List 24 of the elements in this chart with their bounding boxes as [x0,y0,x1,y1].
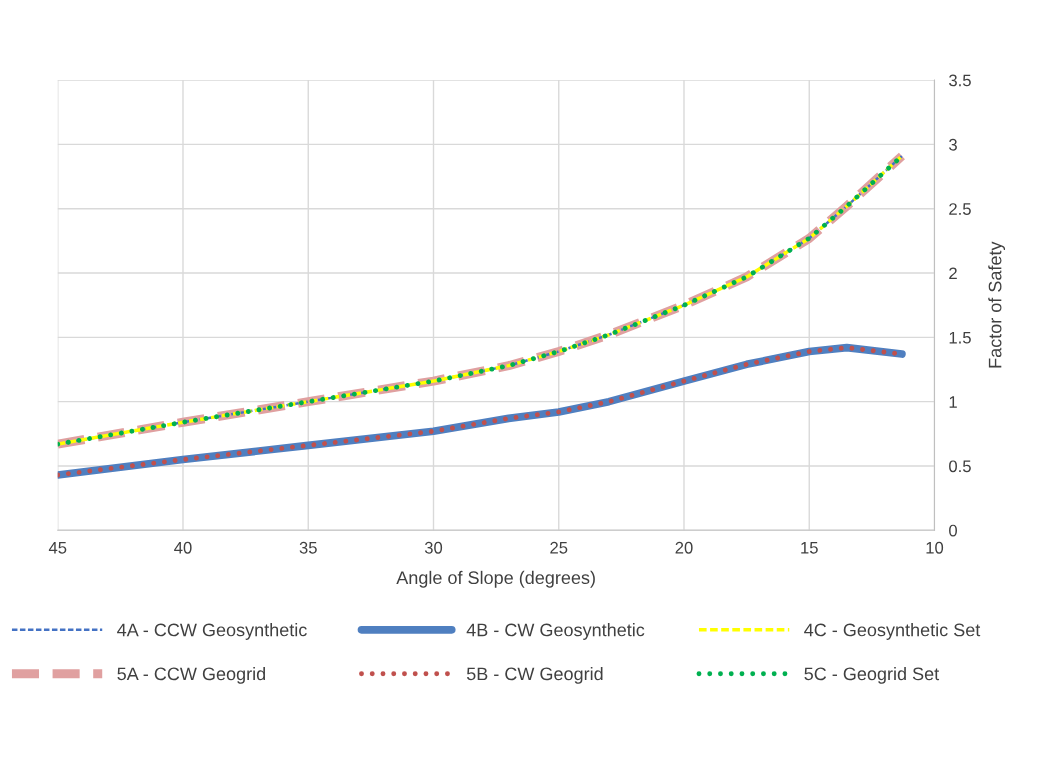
x-tick-label: 35 [299,541,317,554]
y-tick-label: 1 [949,396,957,408]
x-tick-label: 30 [424,541,443,554]
x-tick-label: 20 [675,541,693,554]
legend-label: 4A - CCW Geosynthetic [117,623,307,640]
y-tick-label: 0.5 [949,460,971,473]
y-tick-label: 2.5 [949,203,971,215]
legend-label: 5B - CW Geogrid [466,666,603,684]
y-tick-label: 3.5 [949,74,971,87]
x-tick-label: 40 [174,541,192,554]
x-tick-label: 15 [801,542,818,554]
y-tick-label: 0 [949,524,958,537]
x-tick-label: 10 [926,541,944,554]
legend-label: 5A - CCW Geogrid [117,666,266,684]
y-tick-label: 2 [949,267,957,280]
legend-label: 4C - Geosynthetic Set [804,623,981,640]
legend-label: 5C - Geogrid Set [804,666,940,684]
x-axis-title: Angle of Slope (degrees) [396,570,595,588]
y-axis-title: Factor of Safety [988,241,1006,368]
y-tick-label: 1.5 [949,331,971,344]
x-tick-label: 45 [48,542,67,554]
y-tick-label: 3 [949,138,957,151]
legend-label: 4B - CW Geosynthetic [466,623,645,640]
x-tick-label: 25 [550,541,568,554]
